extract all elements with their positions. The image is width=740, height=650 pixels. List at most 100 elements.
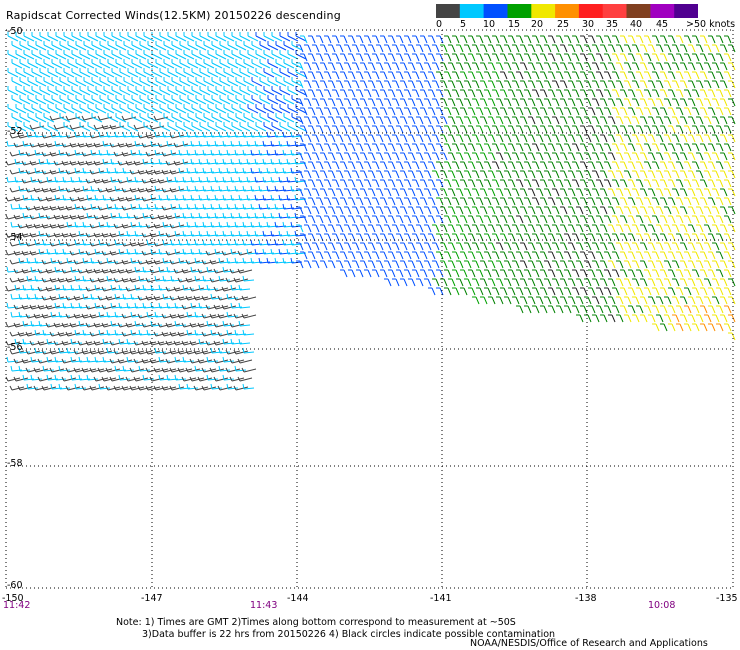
wind-barb: [181, 304, 197, 310]
wind-barb: [83, 59, 95, 69]
wind-barb: [656, 278, 664, 287]
wind-barb: [191, 122, 203, 132]
wind-barb: [352, 170, 360, 179]
wind-barb: [316, 89, 324, 98]
wind-barb: [592, 152, 600, 161]
wind-barb: [420, 179, 428, 188]
wind-barb: [504, 188, 512, 197]
wind-barb: [117, 160, 133, 166]
wind-barb: [700, 89, 708, 98]
wind-barb: [103, 86, 115, 96]
wind-barb: [67, 59, 79, 69]
wind-barb: [640, 242, 648, 251]
wind-barb: [193, 349, 209, 355]
wind-barb: [600, 188, 608, 197]
wind-barb: [226, 293, 239, 300]
wind-barb: [664, 170, 672, 179]
wind-barb: [175, 50, 187, 60]
wind-barb: [267, 77, 279, 87]
wind-barb: [81, 349, 97, 355]
wind-barb: [576, 98, 584, 107]
wind-barb: [166, 140, 179, 147]
wind-barb: [688, 44, 696, 53]
wind-barb: [149, 232, 165, 238]
wind-barb: [472, 98, 480, 107]
wind-barb: [548, 125, 556, 134]
wind-barb: [404, 71, 412, 80]
wind-barb: [25, 313, 41, 319]
wind-barb: [206, 284, 219, 291]
wind-barb: [217, 295, 233, 301]
wind-barb: [308, 89, 316, 98]
wind-barb: [456, 206, 464, 215]
wind-barb: [308, 143, 316, 152]
wind-barb: [259, 113, 271, 123]
wind-barb: [412, 125, 420, 134]
wind-barb: [147, 95, 159, 105]
wind-barb: [177, 367, 193, 373]
wind-barb: [49, 277, 65, 283]
wind-barb: [620, 233, 628, 242]
wind-barb: [500, 179, 508, 188]
wind-barb: [648, 152, 656, 161]
wind-barb: [480, 62, 488, 71]
wind-barb: [153, 241, 169, 247]
wind-barb: [500, 197, 508, 206]
wind-barb: [129, 169, 145, 175]
lon-label: -138: [575, 593, 597, 604]
wind-barb: [45, 232, 61, 238]
wind-barb: [472, 278, 480, 287]
wind-barb: [688, 314, 696, 323]
wind-barb: [242, 383, 255, 390]
wind-barb: [504, 206, 512, 215]
wind-barb: [356, 233, 364, 242]
wind-barb: [440, 152, 448, 161]
wind-barb: [692, 35, 700, 44]
wind-barb: [247, 50, 259, 60]
wind-barb: [82, 167, 95, 174]
wind-barb: [209, 313, 225, 319]
wind-barb: [304, 44, 312, 53]
wind-barb: [58, 293, 71, 300]
wind-barb: [540, 287, 548, 296]
wind-barb: [158, 248, 171, 255]
wind-barb: [105, 385, 121, 391]
wind-barb: [106, 149, 119, 156]
wind-barb: [536, 188, 544, 197]
wind-barb: [213, 322, 229, 328]
wind-barb: [173, 142, 189, 148]
wind-barb: [320, 224, 328, 233]
wind-barb: [704, 134, 712, 143]
wind-barb: [154, 149, 167, 156]
wind-barb: [55, 86, 67, 96]
wind-barb: [672, 278, 680, 287]
wind-barb: [556, 53, 564, 62]
wind-barb: [344, 152, 352, 161]
wind-barb: [61, 232, 77, 238]
wind-barb: [468, 269, 476, 278]
wind-barb: [167, 68, 179, 78]
wind-barb: [620, 161, 628, 170]
wind-barb: [412, 233, 420, 242]
wind-barb: [227, 95, 239, 105]
wind-barb: [516, 233, 524, 242]
wind-barb: [73, 349, 89, 355]
wind-barb: [25, 169, 41, 175]
wind-barb: [207, 32, 219, 42]
wind-barb: [464, 152, 472, 161]
wind-barb: [157, 214, 173, 220]
wind-barb: [396, 89, 404, 98]
wind-barb: [684, 269, 692, 278]
wind-barb: [45, 142, 61, 148]
wind-barb: [628, 287, 636, 296]
wind-barb: [632, 296, 640, 305]
wind-barb: [37, 358, 53, 364]
wind-barb: [504, 98, 512, 107]
wind-barb: [636, 107, 644, 116]
wind-barb: [130, 131, 143, 138]
wind-barb: [536, 116, 544, 125]
wind-barb: [496, 296, 504, 305]
wind-barb: [704, 98, 712, 107]
wind-barb: [37, 304, 53, 310]
wind-barb: [82, 131, 95, 138]
